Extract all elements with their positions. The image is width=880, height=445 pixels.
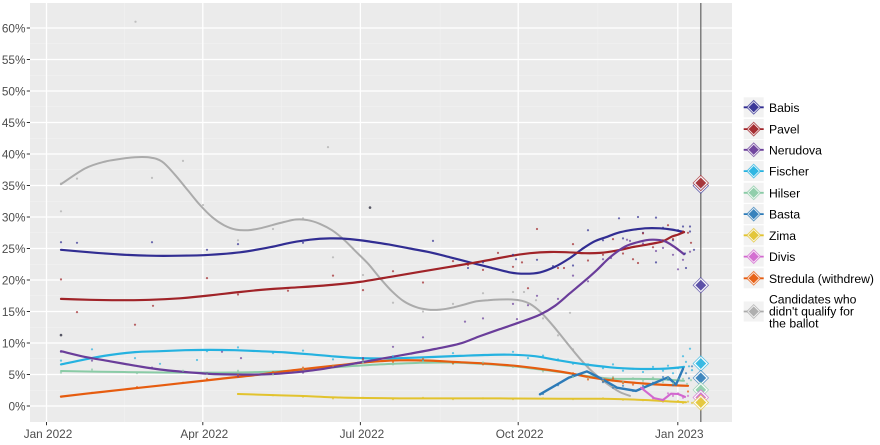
svg-text:30%: 30%	[2, 211, 26, 225]
svg-text:40%: 40%	[2, 148, 26, 162]
svg-text:Jul 2022: Jul 2022	[340, 427, 385, 440]
svg-text:10%: 10%	[2, 337, 26, 351]
svg-text:45%: 45%	[2, 116, 26, 130]
svg-text:Nerudova: Nerudova	[769, 143, 822, 157]
svg-text:the ballot: the ballot	[769, 317, 819, 331]
svg-text:60%: 60%	[2, 22, 26, 36]
svg-text:Basta: Basta	[769, 208, 800, 222]
svg-text:Divis: Divis	[769, 250, 795, 264]
svg-text:Apr 2022: Apr 2022	[180, 427, 228, 440]
svg-text:Stredula (withdrew): Stredula (withdrew)	[769, 272, 874, 286]
svg-text:25%: 25%	[2, 242, 26, 256]
svg-text:Fischer: Fischer	[769, 165, 809, 179]
svg-text:0%: 0%	[8, 400, 26, 414]
svg-text:Jan 2023: Jan 2023	[655, 427, 704, 440]
svg-text:Babis: Babis	[769, 101, 800, 115]
svg-text:35%: 35%	[2, 179, 26, 193]
svg-text:20%: 20%	[2, 274, 26, 288]
svg-text:Candidates who: Candidates who	[769, 292, 857, 306]
svg-text:Pavel: Pavel	[769, 123, 800, 137]
svg-text:Jan 2022: Jan 2022	[24, 427, 73, 440]
svg-text:50%: 50%	[2, 85, 26, 99]
svg-text:Oct 2022: Oct 2022	[496, 427, 544, 440]
svg-text:55%: 55%	[2, 53, 26, 67]
svg-text:Zima: Zima	[769, 229, 796, 243]
svg-text:didn't qualify for: didn't qualify for	[769, 305, 854, 319]
svg-text:15%: 15%	[2, 305, 26, 319]
svg-text:5%: 5%	[8, 368, 26, 382]
svg-text:Hilser: Hilser	[769, 186, 800, 200]
